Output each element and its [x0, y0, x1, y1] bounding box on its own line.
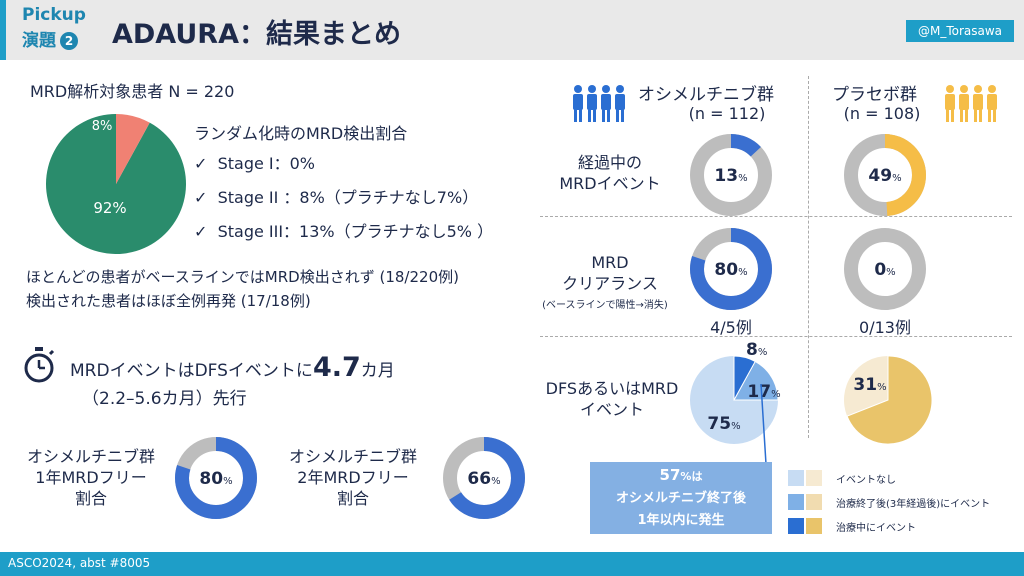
mrd-free-2y-donut: 66% — [443, 437, 525, 519]
osi-clearance-count: 4/5例 — [710, 318, 752, 337]
presentation-label: 演題 — [22, 31, 56, 51]
donut-value-arc — [175, 437, 257, 519]
donut-percentage: 0% — [874, 260, 895, 280]
stage-text: Stage I：0% — [217, 154, 316, 173]
legend-swatch-osi — [788, 518, 804, 534]
check-icon: ✓ — [194, 188, 208, 207]
header-accent — [0, 0, 6, 60]
row-divider — [540, 336, 1012, 337]
row-divider — [540, 216, 1012, 217]
pla-clearance-count: 0/13例 — [859, 318, 911, 337]
osi-mrd-event-donut: 13% — [690, 134, 772, 216]
mrd-free-2y-label: オシメルチニブ群 2年MRDフリー 割合 — [288, 447, 417, 508]
legend-label: 治療終了後(3年経過後)にイベント — [836, 498, 991, 510]
osimertinib-group-title: オシメルチニブ群 — [638, 85, 774, 105]
legend-label: イベントなし — [836, 474, 896, 486]
stage-item: ✓ Stage III：13%（プラチナなし5% ） — [194, 218, 493, 242]
legend-swatch-pla — [806, 518, 822, 534]
mrd-event-label: 経過中の MRDイベント — [559, 153, 661, 193]
pickup-label: Pickup — [22, 5, 86, 25]
donut-percentage: 66% — [467, 469, 500, 489]
mrd-free-1y-donut: 80% — [175, 437, 257, 519]
stage-text: Stage II ：8%（プラチナなし7%） — [217, 188, 479, 207]
group-divider — [808, 76, 809, 438]
osi-clearance-donut: 80% — [690, 228, 772, 310]
pie-label-post-treatment-event: 17% — [747, 382, 780, 402]
stage-item: ✓ Stage II ：8%（プラチナなし7%） — [194, 184, 478, 208]
callout-line3: 1年以内に発生 — [637, 513, 725, 528]
lead-time-value: 4.7 — [312, 352, 361, 383]
legend-swatch-pla — [806, 470, 822, 486]
legend-item: 治療中にイベント — [788, 514, 990, 538]
donut-value-arc — [844, 134, 926, 216]
presentation-number-badge: 2 — [60, 32, 78, 50]
pla-clearance-donut: 0% — [844, 228, 926, 310]
lead-time-prefix: MRDイベントはDFSイベントに — [70, 361, 313, 381]
pie-label-detected: 8% — [92, 119, 113, 134]
check-icon: ✓ — [194, 222, 208, 241]
pie-label-no-event: 75% — [707, 414, 740, 434]
pie-slice-on-treatment-event — [733, 355, 756, 401]
legend-item: イベントなし — [788, 466, 990, 490]
legend-swatch-pla — [806, 494, 822, 510]
baseline-note: ほとんどの患者がベースラインではMRD検出されず (18/220例) — [26, 268, 459, 286]
callout-connector — [760, 383, 767, 465]
mrd-detection-heading: ランダム化時のMRD検出割合 — [194, 124, 408, 143]
pie-slice-on-treatment-event — [846, 355, 933, 444]
people-icon-yellow — [945, 85, 997, 122]
osimertinib-group-n: (n = 112) — [688, 104, 766, 123]
mrd-clearance-sub: (ベースラインで陽性→消失) — [542, 300, 668, 311]
pie-label-event: 31% — [853, 375, 886, 395]
pie-label-on-treatment-event: 8% — [746, 340, 768, 360]
donut-value-arc — [443, 437, 525, 519]
callout-line1: 57%は — [659, 466, 703, 484]
mrd-population: MRD解析対象患者 N = 220 — [30, 82, 235, 101]
header-bar — [0, 0, 1024, 60]
lead-time-range: （2.2–5.6カ月）先行 — [82, 389, 247, 409]
placebo-group-title: プラセボ群 — [832, 85, 917, 105]
mrd-detection-pie: 92% 8% — [45, 114, 187, 254]
stage-item: ✓ Stage I：0% — [194, 150, 315, 174]
author-handle: @M_Torasawa — [906, 20, 1014, 42]
lead-time-unit: カ月 — [360, 361, 395, 381]
placebo-group-n: (n = 108) — [843, 104, 921, 123]
donut-percentage: 80% — [714, 260, 747, 280]
pie-slice-no-event — [844, 356, 888, 417]
page-title: ADAURA：結果まとめ — [112, 19, 401, 50]
callout-line2: オシメルチニブ終了後 — [615, 491, 746, 506]
donut-track — [844, 228, 926, 310]
donut-value-arc — [690, 134, 772, 216]
footer-citation: ASCO2024, abst #8005 — [8, 556, 151, 570]
legend-label: 治療中にイベント — [836, 522, 916, 534]
legend: イベントなし 治療終了後(3年経過後)にイベント 治療中にイベント — [788, 466, 990, 538]
donut-percentage: 80% — [199, 469, 232, 489]
footer-bar — [0, 552, 1024, 576]
legend-swatch-osi — [788, 494, 804, 510]
callout-box: 57%は オシメルチニブ終了後 1年以内に発生 — [590, 462, 772, 534]
stage-text: Stage III：13%（プラチナなし5% ） — [217, 222, 494, 241]
osi-dfs-pie: 75% 17% — [690, 355, 781, 444]
stopwatch-icon — [24, 347, 55, 383]
donut-value-arc — [690, 228, 772, 310]
people-icon-blue — [573, 85, 625, 122]
recurrence-note: 検出された患者はほぼ全例再発 (17/18例) — [26, 292, 311, 310]
mrd-free-1y-label: オシメルチニブ群 1年MRDフリー 割合 — [26, 447, 155, 508]
legend-swatch-osi — [788, 470, 804, 486]
pie-slice-detected — [116, 114, 150, 184]
dfs-mrd-event-label: DFSあるいはMRD イベント — [545, 379, 679, 419]
pie-slice-post-treatment-event — [733, 360, 779, 401]
donut-percentage: 49% — [868, 166, 901, 186]
lead-time: MRDイベントはDFSイベントに4.7カ月 — [70, 352, 395, 383]
pie-label-not-detected: 92% — [93, 199, 126, 217]
check-icon: ✓ — [194, 154, 208, 173]
presentation-number: 演題 2 — [22, 30, 78, 52]
legend-item: 治療終了後(3年経過後)にイベント — [788, 490, 990, 514]
pla-mrd-event-donut: 49% — [844, 134, 926, 216]
mrd-clearance-label: MRD クリアランス — [562, 253, 658, 293]
donut-percentage: 13% — [714, 166, 747, 186]
pla-dfs-pie: 31% — [844, 355, 933, 444]
